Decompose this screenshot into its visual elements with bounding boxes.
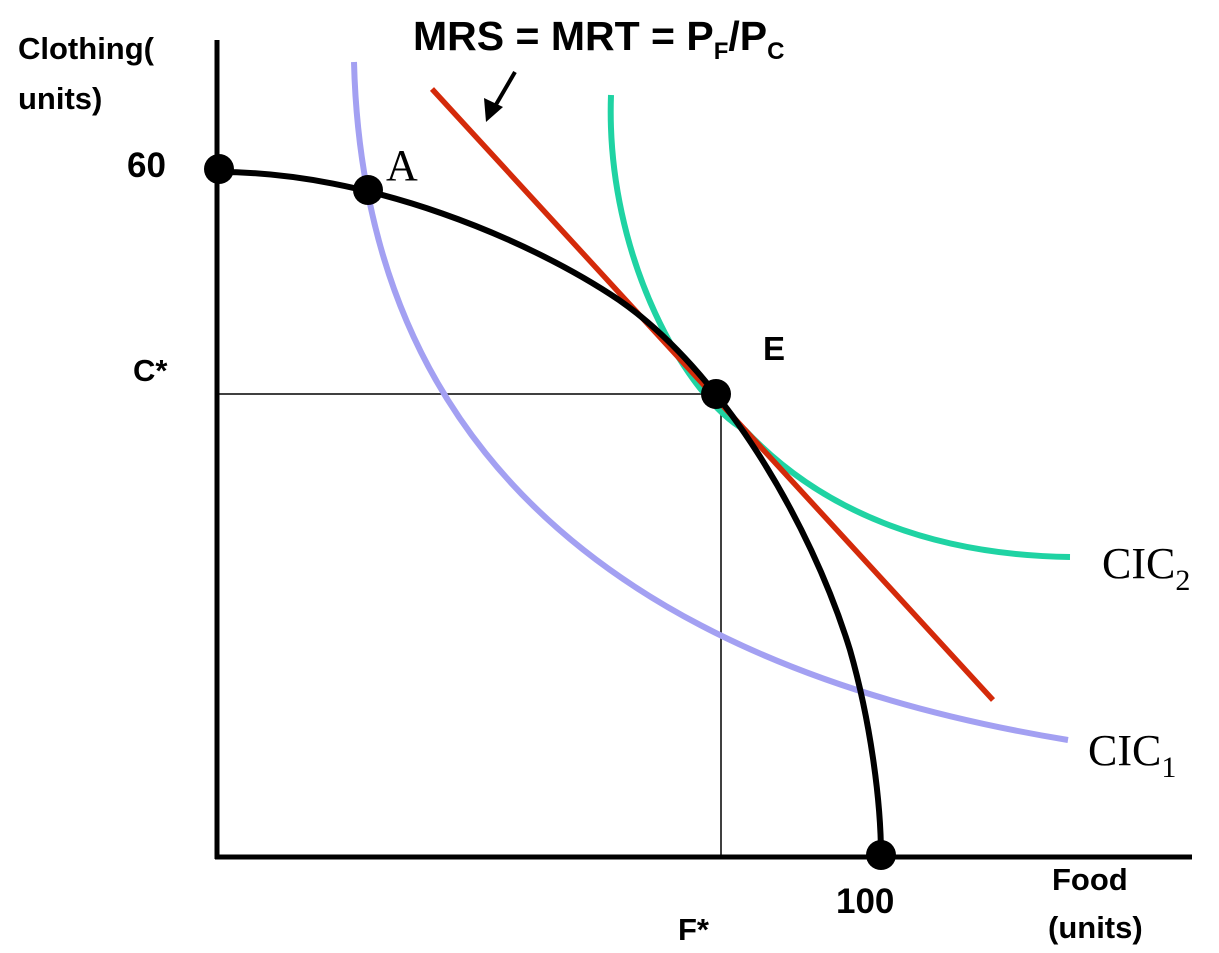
point-a-label: A	[386, 141, 418, 190]
point-a-dot	[353, 175, 383, 205]
point-60-dot	[204, 154, 234, 184]
title-subscript-f: F	[714, 38, 729, 65]
x-axis-label-line2: (units)	[1048, 910, 1143, 945]
y-axis-label-line1: Clothing(	[18, 31, 155, 66]
cic1-label: CIC1	[1088, 726, 1176, 784]
cic1-curve	[351, 61, 1069, 743]
y-axis-label-line2: units)	[18, 81, 102, 116]
point-100-dot	[866, 840, 896, 870]
cic1-subscript: 1	[1161, 751, 1176, 784]
point-e-label: E	[763, 330, 785, 367]
x-axis-label-line1: Food	[1052, 862, 1128, 897]
y-max-label: 60	[127, 146, 166, 185]
point-e-dot	[701, 379, 731, 409]
annotation-arrow-shaft	[492, 70, 517, 110]
title-annotation: MRS = MRT = PF/PC	[413, 13, 784, 65]
x-max-label: 100	[836, 882, 894, 921]
f-star-label: F*	[678, 912, 710, 947]
cic2-subscript: 2	[1175, 564, 1190, 597]
title-subscript-c: C	[767, 38, 784, 65]
ppf-curve	[218, 169, 884, 857]
annotation-arrow-head	[484, 98, 503, 122]
cic2-label: CIC2	[1102, 539, 1190, 597]
c-star-label: C*	[133, 353, 168, 388]
cic2-curve	[607, 94, 1071, 560]
